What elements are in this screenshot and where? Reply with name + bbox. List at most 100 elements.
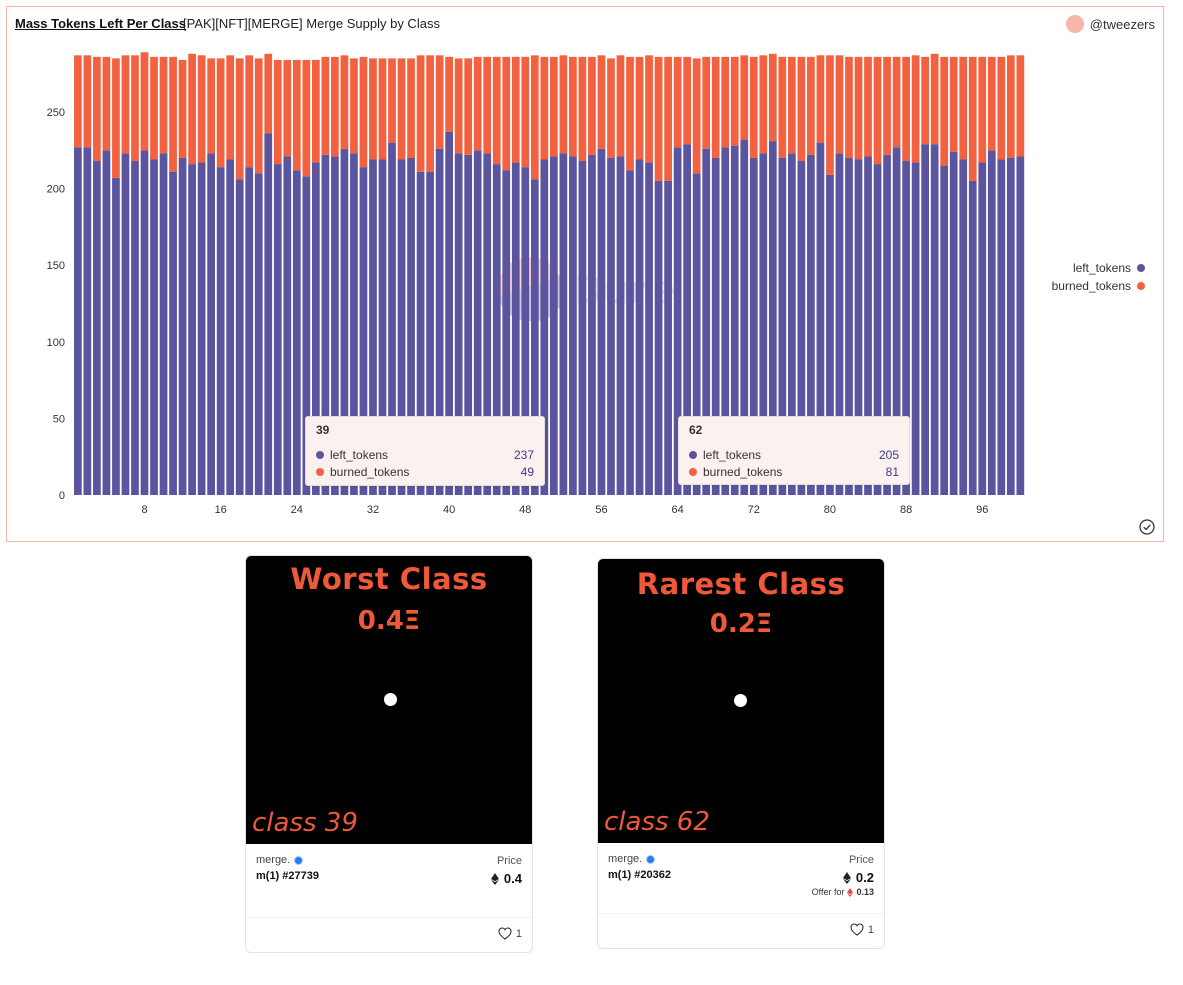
bar-burned_tokens-72[interactable] bbox=[749, 56, 758, 158]
bar-burned_tokens-42[interactable] bbox=[464, 58, 473, 155]
bar-burned_tokens-66[interactable] bbox=[692, 58, 701, 174]
bar-left_tokens-45[interactable] bbox=[492, 164, 501, 495]
bar-left_tokens-93[interactable] bbox=[949, 151, 958, 495]
bar-left_tokens-1[interactable] bbox=[74, 147, 82, 496]
bar-left_tokens-17[interactable] bbox=[226, 159, 235, 496]
bar-burned_tokens-23[interactable] bbox=[283, 59, 292, 157]
bar-left_tokens-74[interactable] bbox=[768, 141, 777, 496]
bar-left_tokens-24[interactable] bbox=[292, 170, 301, 495]
bar-left_tokens-5[interactable] bbox=[112, 177, 120, 495]
bar-burned_tokens-65[interactable] bbox=[683, 56, 691, 145]
bar-burned_tokens-95[interactable] bbox=[968, 56, 977, 181]
bar-burned_tokens-36[interactable] bbox=[407, 58, 415, 158]
bar-burned_tokens-86[interactable] bbox=[883, 56, 891, 155]
bar-left_tokens-49[interactable] bbox=[530, 179, 539, 495]
bar-burned_tokens-91[interactable] bbox=[930, 53, 939, 145]
bar-burned_tokens-22[interactable] bbox=[273, 59, 282, 165]
bar-burned_tokens-15[interactable] bbox=[207, 58, 215, 154]
bar-left_tokens-82[interactable] bbox=[845, 157, 853, 495]
bar-burned_tokens-64[interactable] bbox=[673, 56, 682, 148]
bar-burned_tokens-82[interactable] bbox=[845, 56, 853, 158]
nft-artwork[interactable]: Worst Class 0.4Ξ class 39 bbox=[246, 556, 532, 844]
like-button[interactable]: 1 bbox=[850, 923, 874, 936]
bar-burned_tokens-6[interactable] bbox=[121, 55, 130, 154]
bar-burned_tokens-94[interactable] bbox=[959, 56, 968, 160]
bar-left_tokens-3[interactable] bbox=[93, 161, 101, 495]
bar-burned_tokens-18[interactable] bbox=[235, 58, 244, 180]
bar-left_tokens-6[interactable] bbox=[121, 153, 130, 496]
bar-burned_tokens-80[interactable] bbox=[826, 55, 834, 175]
bar-burned_tokens-44[interactable] bbox=[483, 56, 492, 154]
bar-left_tokens-72[interactable] bbox=[749, 157, 758, 495]
bar-left_tokens-47[interactable] bbox=[511, 162, 520, 495]
bar-burned_tokens-41[interactable] bbox=[454, 58, 463, 154]
bar-left_tokens-25[interactable] bbox=[302, 176, 311, 495]
bar-burned_tokens-62[interactable] bbox=[654, 56, 663, 181]
bar-burned_tokens-31[interactable] bbox=[359, 56, 368, 168]
bar-burned_tokens-53[interactable] bbox=[569, 56, 577, 157]
bar-left_tokens-35[interactable] bbox=[397, 159, 406, 496]
bar-burned_tokens-89[interactable] bbox=[911, 55, 920, 163]
bar-burned_tokens-83[interactable] bbox=[854, 56, 863, 160]
bar-burned_tokens-9[interactable] bbox=[150, 56, 158, 160]
bar-left_tokens-100[interactable] bbox=[1016, 156, 1025, 495]
bar-left_tokens-57[interactable] bbox=[607, 157, 615, 495]
bar-left_tokens-77[interactable] bbox=[797, 161, 806, 495]
bar-burned_tokens-87[interactable] bbox=[892, 56, 901, 148]
bar-burned_tokens-14[interactable] bbox=[197, 55, 206, 163]
bar-burned_tokens-35[interactable] bbox=[397, 58, 406, 160]
bar-burned_tokens-45[interactable] bbox=[492, 56, 501, 165]
bar-burned_tokens-50[interactable] bbox=[540, 56, 549, 160]
bar-burned_tokens-32[interactable] bbox=[369, 58, 377, 160]
bar-left_tokens-73[interactable] bbox=[759, 153, 768, 496]
bar-left_tokens-44[interactable] bbox=[483, 153, 492, 496]
bar-left_tokens-39[interactable] bbox=[435, 148, 444, 495]
bar-left_tokens-22[interactable] bbox=[273, 164, 282, 495]
bar-burned_tokens-61[interactable] bbox=[645, 55, 653, 163]
bar-burned_tokens-29[interactable] bbox=[340, 55, 349, 149]
bar-left_tokens-10[interactable] bbox=[159, 153, 168, 496]
bar-left_tokens-4[interactable] bbox=[102, 150, 111, 496]
bar-burned_tokens-17[interactable] bbox=[226, 55, 235, 160]
bar-burned_tokens-10[interactable] bbox=[159, 56, 168, 154]
bar-burned_tokens-8[interactable] bbox=[140, 52, 149, 151]
bar-burned_tokens-77[interactable] bbox=[797, 56, 806, 162]
bar-left_tokens-98[interactable] bbox=[997, 159, 1006, 496]
bar-left_tokens-33[interactable] bbox=[378, 159, 387, 496]
bar-burned_tokens-58[interactable] bbox=[616, 55, 625, 157]
bar-left_tokens-36[interactable] bbox=[407, 157, 415, 495]
bar-burned_tokens-85[interactable] bbox=[873, 56, 882, 165]
bar-burned_tokens-19[interactable] bbox=[245, 55, 254, 168]
bar-left_tokens-58[interactable] bbox=[616, 156, 625, 495]
bar-left_tokens-90[interactable] bbox=[921, 144, 929, 496]
bar-burned_tokens-97[interactable] bbox=[987, 56, 996, 151]
bar-burned_tokens-54[interactable] bbox=[578, 56, 587, 162]
bar-left_tokens-63[interactable] bbox=[664, 180, 672, 495]
bar-burned_tokens-88[interactable] bbox=[902, 56, 910, 162]
bar-burned_tokens-38[interactable] bbox=[426, 55, 434, 172]
bar-left_tokens-87[interactable] bbox=[892, 147, 901, 496]
bar-burned_tokens-48[interactable] bbox=[521, 56, 530, 168]
legend-item-burned-tokens[interactable]: burned_tokens bbox=[1052, 277, 1145, 295]
bar-burned_tokens-5[interactable] bbox=[112, 58, 120, 178]
bar-burned_tokens-63[interactable] bbox=[664, 56, 672, 181]
bar-left_tokens-16[interactable] bbox=[216, 167, 225, 495]
bar-burned_tokens-76[interactable] bbox=[788, 56, 796, 154]
check-circle-icon[interactable] bbox=[1139, 519, 1155, 535]
bar-left_tokens-85[interactable] bbox=[873, 164, 882, 495]
bar-left_tokens-9[interactable] bbox=[150, 159, 158, 496]
bar-left_tokens-7[interactable] bbox=[131, 161, 139, 495]
bar-left_tokens-61[interactable] bbox=[645, 162, 653, 495]
bar-burned_tokens-99[interactable] bbox=[1006, 55, 1015, 158]
bar-left_tokens-80[interactable] bbox=[826, 174, 834, 495]
bar-left_tokens-29[interactable] bbox=[340, 148, 349, 495]
bar-left_tokens-38[interactable] bbox=[426, 171, 434, 495]
bar-left_tokens-26[interactable] bbox=[312, 162, 320, 495]
bar-burned_tokens-92[interactable] bbox=[940, 56, 949, 166]
bar-burned_tokens-24[interactable] bbox=[292, 59, 301, 171]
bar-burned_tokens-51[interactable] bbox=[550, 56, 558, 157]
collection-name[interactable]: merge. bbox=[608, 853, 656, 865]
bar-burned_tokens-7[interactable] bbox=[131, 55, 139, 162]
bar-left_tokens-18[interactable] bbox=[235, 179, 244, 495]
bar-burned_tokens-49[interactable] bbox=[530, 55, 539, 180]
